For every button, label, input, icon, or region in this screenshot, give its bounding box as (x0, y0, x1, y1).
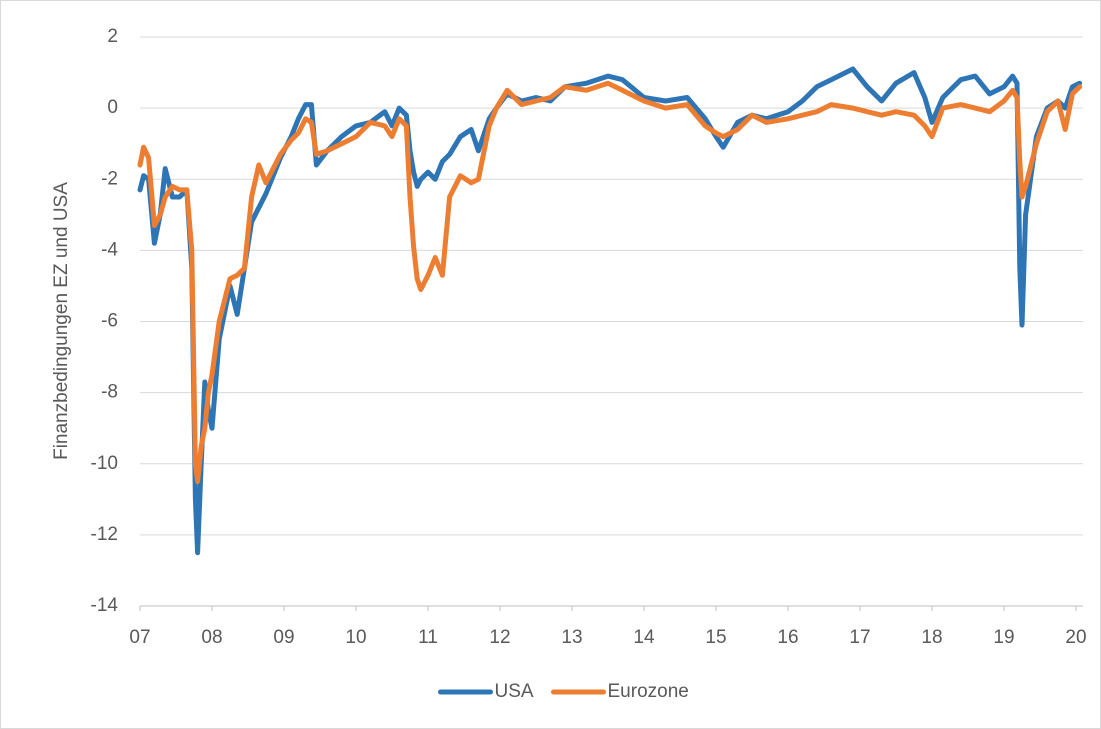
x-tick-label: 17 (849, 627, 870, 648)
y-tick-label: -8 (101, 382, 118, 403)
y-tick-label: -10 (91, 453, 118, 474)
y-tick-label: -6 (101, 311, 118, 332)
x-tick-label: 11 (418, 627, 438, 648)
y-tick-label: -4 (101, 239, 118, 260)
legend-label: USA (495, 681, 534, 702)
y-tick-label: -12 (91, 524, 118, 545)
x-tick-label: 15 (705, 627, 726, 648)
legend-label: Eurozone (608, 681, 689, 702)
x-tick-label: 16 (777, 627, 798, 648)
x-tick-label: 10 (345, 627, 366, 648)
y-tick-label: 2 (107, 26, 118, 47)
y-tick-label: -2 (101, 168, 118, 189)
x-tick-label: 18 (921, 627, 942, 648)
line-series (137, 66, 1083, 556)
y-tick-label: 0 (107, 97, 118, 118)
x-tick-label: 09 (273, 627, 294, 648)
y-axis-label: Finanzbedingungen EZ und USA (51, 182, 72, 460)
x-tick-label: 14 (633, 627, 655, 648)
x-tick-label: 07 (129, 627, 150, 648)
x-tick-label: 08 (201, 627, 222, 648)
x-tick-label: 12 (489, 627, 510, 648)
x-tick-label: 20 (1065, 627, 1086, 648)
line-series (137, 80, 1083, 484)
x-tick-label: 19 (993, 627, 1014, 648)
y-tick-label: -14 (91, 595, 119, 616)
x-tick-label: 13 (561, 627, 582, 648)
